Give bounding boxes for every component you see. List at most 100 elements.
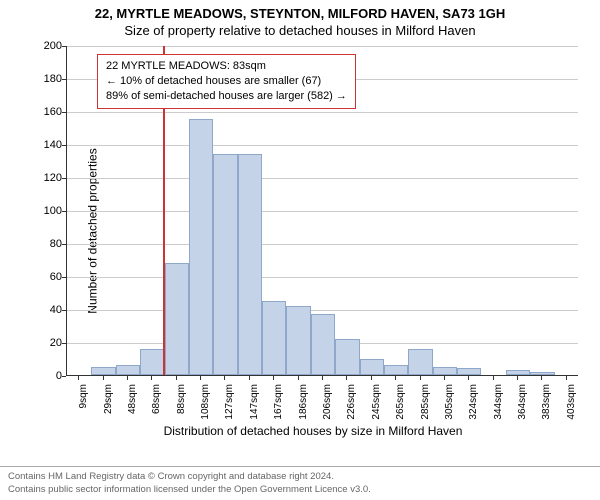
x-tick-label: 147sqm <box>249 384 260 424</box>
y-tick-label: 140 <box>32 139 62 151</box>
grid-line <box>67 244 578 245</box>
x-tick-label: 29sqm <box>103 384 114 424</box>
x-tick-label: 285sqm <box>420 384 431 424</box>
y-tick-mark <box>62 178 66 179</box>
x-tick-mark <box>420 376 421 380</box>
x-tick-label: 324sqm <box>468 384 479 424</box>
grid-line <box>67 277 578 278</box>
histogram-bar <box>530 372 554 375</box>
title-main: 22, MYRTLE MEADOWS, STEYNTON, MILFORD HA… <box>0 0 600 21</box>
x-tick-label: 344sqm <box>493 384 504 424</box>
histogram-bar <box>165 263 189 375</box>
title-sub: Size of property relative to detached ho… <box>0 21 600 42</box>
x-tick-mark <box>298 376 299 380</box>
y-tick-label: 60 <box>32 271 62 283</box>
grid-line <box>67 145 578 146</box>
histogram-bar <box>457 368 481 375</box>
x-tick-mark <box>444 376 445 380</box>
grid-line <box>67 112 578 113</box>
grid-line <box>67 46 578 47</box>
x-tick-mark <box>371 376 372 380</box>
histogram-bar <box>262 301 286 375</box>
histogram-bar <box>140 349 164 375</box>
histogram-bar <box>408 349 432 375</box>
y-tick-mark <box>62 79 66 80</box>
x-tick-mark <box>176 376 177 380</box>
x-tick-mark <box>103 376 104 380</box>
histogram-bar <box>116 365 140 375</box>
y-tick-label: 40 <box>32 304 62 316</box>
y-tick-mark <box>62 244 66 245</box>
y-tick-mark <box>62 145 66 146</box>
y-tick-label: 200 <box>32 40 62 52</box>
histogram-bar <box>286 306 310 375</box>
annotation-line-2: ← 10% of detached houses are smaller (67… <box>106 74 347 89</box>
y-tick-mark <box>62 211 66 212</box>
x-tick-label: 305sqm <box>444 384 455 424</box>
x-tick-mark <box>151 376 152 380</box>
y-tick-label: 160 <box>32 106 62 118</box>
x-tick-label: 9sqm <box>78 384 89 424</box>
x-tick-label: 403sqm <box>566 384 577 424</box>
footer-line-2: Contains public sector information licen… <box>8 484 592 496</box>
y-tick-mark <box>62 343 66 344</box>
x-tick-mark <box>127 376 128 380</box>
y-tick-mark <box>62 277 66 278</box>
y-tick-mark <box>62 112 66 113</box>
y-tick-mark <box>62 46 66 47</box>
x-tick-mark <box>346 376 347 380</box>
footer-line-1: Contains HM Land Registry data © Crown c… <box>8 471 592 483</box>
x-tick-mark <box>224 376 225 380</box>
x-tick-mark <box>493 376 494 380</box>
annotation-line-3: 89% of semi-detached houses are larger (… <box>106 89 347 104</box>
histogram-bar <box>335 339 359 375</box>
footer: Contains HM Land Registry data © Crown c… <box>0 466 600 498</box>
x-tick-mark <box>322 376 323 380</box>
y-tick-label: 100 <box>32 205 62 217</box>
x-tick-label: 108sqm <box>200 384 211 424</box>
x-tick-label: 245sqm <box>371 384 382 424</box>
histogram-bar <box>238 154 262 375</box>
x-tick-mark <box>468 376 469 380</box>
x-tick-mark <box>200 376 201 380</box>
x-tick-label: 68sqm <box>151 384 162 424</box>
plot-area: 22 MYRTLE MEADOWS: 83sqm ← 10% of detach… <box>66 46 578 376</box>
x-tick-mark <box>273 376 274 380</box>
x-tick-label: 127sqm <box>224 384 235 424</box>
histogram-bar <box>91 367 115 375</box>
y-tick-mark <box>62 310 66 311</box>
y-tick-mark <box>62 376 66 377</box>
y-tick-label: 120 <box>32 172 62 184</box>
x-tick-mark <box>517 376 518 380</box>
y-tick-label: 80 <box>32 238 62 250</box>
x-tick-mark <box>566 376 567 380</box>
x-tick-label: 206sqm <box>322 384 333 424</box>
annotation-line-1: 22 MYRTLE MEADOWS: 83sqm <box>106 59 347 74</box>
y-tick-label: 180 <box>32 73 62 85</box>
histogram-bar <box>311 314 335 375</box>
annotation-box: 22 MYRTLE MEADOWS: 83sqm ← 10% of detach… <box>97 54 356 109</box>
histogram-bar <box>360 359 384 376</box>
x-tick-mark <box>395 376 396 380</box>
x-tick-mark <box>78 376 79 380</box>
x-tick-label: 265sqm <box>395 384 406 424</box>
histogram-bar <box>433 367 457 375</box>
histogram-bar <box>213 154 237 375</box>
histogram-chart: Number of detached properties 22 MYRTLE … <box>48 46 578 416</box>
x-tick-label: 383sqm <box>541 384 552 424</box>
histogram-bar <box>384 365 408 375</box>
x-tick-label: 186sqm <box>298 384 309 424</box>
y-tick-label: 20 <box>32 337 62 349</box>
x-tick-label: 226sqm <box>346 384 357 424</box>
x-tick-label: 364sqm <box>517 384 528 424</box>
histogram-bar <box>189 119 213 375</box>
x-tick-label: 88sqm <box>176 384 187 424</box>
x-tick-label: 167sqm <box>273 384 284 424</box>
grid-line <box>67 211 578 212</box>
y-tick-label: 0 <box>32 370 62 382</box>
x-tick-label: 48sqm <box>127 384 138 424</box>
grid-line <box>67 178 578 179</box>
x-tick-mark <box>541 376 542 380</box>
grid-line <box>67 310 578 311</box>
histogram-bar <box>506 370 530 375</box>
